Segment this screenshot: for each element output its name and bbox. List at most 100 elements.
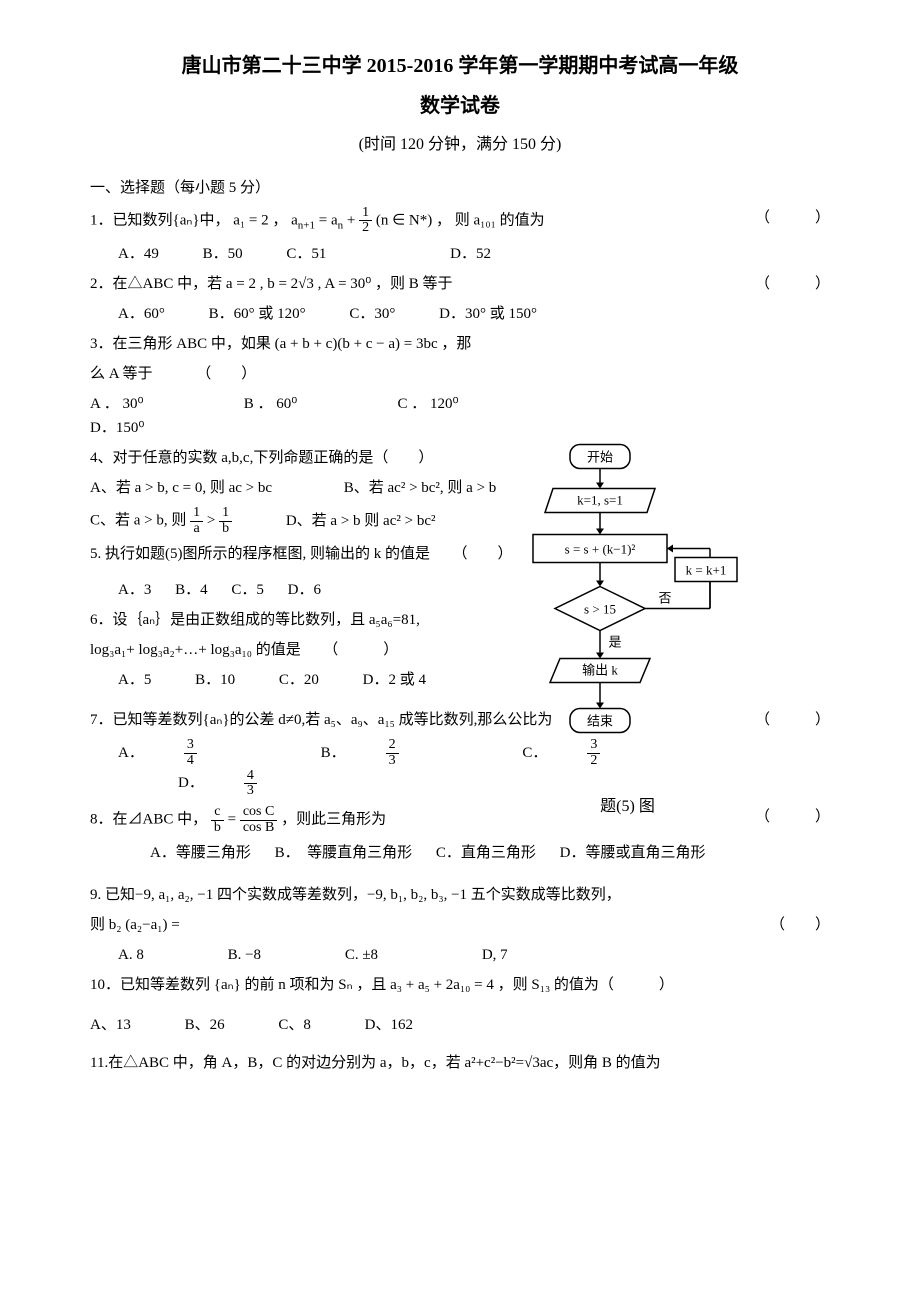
q4-row1: A、若 a > b, c = 0, 则 ac > bc B、若 ac² > bc… [90, 476, 570, 500]
q2-options: A．60° B．60° 或 120° C．30° D．30° 或 150° [118, 302, 830, 326]
question-3: 3．在三角形 ABC 中，如果 (a + b + c)(b + c − a) =… [90, 332, 570, 356]
q8-stem-b: = [228, 812, 240, 828]
answer-bracket: （ ） [196, 366, 256, 382]
fraction: 34 [184, 738, 237, 768]
answer-bracket: （ ） [755, 206, 830, 230]
fraction-1b: 1b [219, 506, 232, 536]
q6-opt-d: D．2 或 4 [363, 668, 426, 692]
question-9a: 9. 已知−9, a₁, a₂, −1 四个实数成等差数列，−9, b₁, b₂… [90, 883, 830, 907]
q10-opt-d: D、162 [365, 1013, 413, 1037]
question-1: 1．已知数列{aₙ}中， a₁ = 2 ， an+1 = an + 12 (n … [90, 206, 830, 236]
fc-output: 输出 k [582, 663, 618, 678]
fc-yes: 是 [608, 635, 621, 650]
q6-opt-c: C．20 [279, 668, 319, 692]
q3-opt-a: A ． 30⁰ [90, 392, 240, 416]
q10-opt-c: C、8 [278, 1013, 311, 1037]
q7-a-label: A． [118, 741, 144, 765]
q2-opt-a: A．60° [118, 302, 165, 326]
q7-stem: 7．已知等差数列{aₙ}的公差 d≠0,若 a₅、a₉、a₁₅ 成等比数列,那么… [90, 712, 552, 728]
section-1-header: 一、选择题（每小题 5 分） [90, 176, 830, 200]
question-8: 8．在⊿ABC 中， cb = cos Ccos B ，则此三角形为 （ ） [90, 805, 830, 835]
q10-opt-b: B、26 [185, 1013, 225, 1037]
q2-opt-b: B．60° 或 120° [209, 302, 306, 326]
q3-options-row1: A ． 30⁰ B ． 60⁰ C ． 120⁰ [90, 392, 570, 416]
q2-stem: 2．在△ABC 中，若 a = 2 , b = 2√3 , A = 30⁰ ，则… [90, 276, 453, 292]
question-2: 2．在△ABC 中，若 a = 2 , b = 2√3 , A = 30⁰ ，则… [90, 272, 830, 296]
q1-stem-part: + [343, 212, 359, 228]
answer-bracket: （ ） [755, 708, 830, 732]
q6-opt-b: B．10 [195, 668, 235, 692]
fc-no: 否 [658, 591, 671, 606]
q3-stem-b: 么 A 等于 [90, 366, 153, 382]
q10-opt-a: A、13 [90, 1013, 131, 1037]
q7-b-label: B． [321, 741, 346, 765]
q4-opt-d: D、若 a > b 则 ac² > bc² [286, 513, 436, 529]
q3-stem-a: 3．在三角形 ABC 中，如果 (a + b + c)(b + c − a) =… [90, 336, 471, 352]
answer-bracket: （ ） [755, 805, 830, 829]
q4-row2: C、若 a > b, 则 1a > 1b D、若 a > b 则 ac² > b… [90, 506, 570, 536]
q8-stem-c: ，则此三角形为 [281, 812, 386, 828]
q2-opt-c: C．30° [349, 302, 395, 326]
question-11: 11.在△ABC 中，角 A，B，C 的对边分别为 a，b，c，若 a²+c²−… [90, 1051, 830, 1075]
q8-options: A．等腰三角形 B． 等腰直角三角形 C．直角三角形 D．等腰或直角三角形 [150, 841, 830, 865]
fc-start: 开始 [587, 450, 613, 465]
q5-opt-c: C．5 [231, 578, 264, 602]
q9-opt-d: D, 7 [482, 943, 508, 967]
q1-stem-part: 1．已知数列{aₙ}中， a₁ = 2 ， a [90, 212, 298, 228]
question-9b: 则 b₂ (a₂−a₁) = （ ） [90, 913, 830, 937]
q1-opt-c: C．51 [286, 242, 326, 266]
q7-opt-b: B． 23 [321, 738, 479, 768]
q1-opt-a: A．49 [118, 242, 159, 266]
q9-opt-b: B. −8 [228, 943, 261, 967]
question-6a: 6．设｛aₙ｝是由正数组成的等比数列，且 a₅a₆=81, [90, 608, 570, 632]
q7-d-label: D． [178, 771, 204, 795]
q4-opt-c-a: C、若 a > b, 则 [90, 513, 190, 529]
q4-opt-a: A、若 a > b, c = 0, 则 ac > bc [90, 476, 340, 500]
q5-opt-b: B．4 [175, 578, 208, 602]
q6-opt-a: A．5 [118, 668, 151, 692]
q3-opt-d: D．150⁰ [90, 416, 830, 440]
question-7: 7．已知等差数列{aₙ}的公差 d≠0,若 a₅、a₉、a₁₅ 成等比数列,那么… [90, 708, 830, 732]
q8-opt-b: B． 等腰直角三角形 [275, 841, 413, 865]
q4-opt-b: B、若 ac² > bc², 则 a > b [344, 480, 497, 496]
q1-opt-b: B．50 [203, 242, 243, 266]
q8-stem-a: 8．在⊿ABC 中， [90, 812, 207, 828]
q4-opt-c-b: > [203, 513, 219, 529]
fraction-half: 12 [359, 206, 372, 236]
question-4: 4、对于任意的实数 a,b,c,下列命题正确的是（ ） [90, 446, 570, 470]
q10-options: A、13 B、26 C、8 D、162 [90, 1013, 830, 1037]
answer-bracket: （ ） [770, 913, 830, 937]
q9-stem-b: 则 b₂ (a₂−a₁) = [90, 917, 180, 933]
question-3b: 么 A 等于 （ ） [90, 362, 570, 386]
fc-init: k=1, s=1 [577, 493, 623, 508]
q1-stem-part: (n ∈ N*) ， 则 a₁₀₁ 的值为 [372, 212, 545, 228]
fraction-cb: cb [211, 805, 224, 835]
question-5: 5. 执行如题(5)图所示的程序框图, 则输出的 k 的值是 （ ） [90, 542, 570, 566]
page-title-1: 唐山市第二十三中学 2015-2016 学年第一学期期中考试高一年级 [90, 50, 830, 82]
fc-cond: s > 15 [584, 602, 616, 617]
q2-opt-d: D．30° 或 150° [439, 302, 537, 326]
question-6b: log₃a₁+ log₃a₂+…+ log₃a₁₀ 的值是 （ ） [90, 638, 570, 662]
q5-opt-a: A．3 [118, 578, 151, 602]
q9-options: A. 8 B. −8 C. ±8 D, 7 [118, 943, 830, 967]
q1-options: A．49 B．50 C．51 D．52 [118, 242, 830, 266]
q3-opt-c: C ． 120⁰ [398, 392, 459, 416]
q8-opt-a: A．等腰三角形 [150, 841, 251, 865]
fc-step: s = s + (k−1)² [565, 542, 636, 557]
q7-opt-d: D．43 [178, 769, 337, 799]
page-title-2: 数学试卷 [90, 90, 830, 122]
fraction-1a: 1a [190, 506, 203, 536]
page-subtitle: (时间 120 分钟，满分 150 分) [90, 132, 830, 158]
q9-opt-a: A. 8 [118, 943, 144, 967]
q3-opt-b: B ． 60⁰ [244, 392, 394, 416]
fraction-cos: cos Ccos B [240, 805, 278, 835]
q10-stem: 10．已知等差数列 {aₙ} 的前 n 项和为 Sₙ ，且 a₃ + a₅ + … [90, 977, 674, 993]
answer-bracket: （ ） [755, 272, 830, 296]
q1-opt-d: D．52 [450, 242, 491, 266]
q9-opt-c: C. ±8 [345, 943, 378, 967]
fraction: 23 [386, 738, 439, 768]
q8-opt-d: D．等腰或直角三角形 [560, 841, 706, 865]
q1-stem-part: = a [315, 212, 338, 228]
q5-opt-d: D．6 [288, 578, 321, 602]
q7-opt-a: A． 34 [118, 738, 277, 768]
